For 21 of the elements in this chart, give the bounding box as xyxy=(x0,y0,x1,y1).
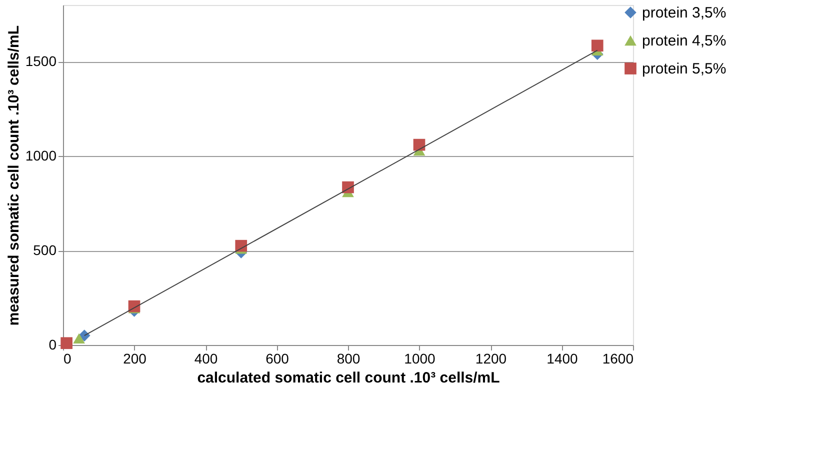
legend-label: protein 5,5% xyxy=(642,60,726,78)
point xyxy=(60,337,72,350)
legend-label: protein 3,5% xyxy=(642,4,726,22)
x-tick-label: 1600 xyxy=(602,350,634,366)
x-tick-label: 600 xyxy=(266,350,290,366)
x-tick-label: 400 xyxy=(194,350,218,366)
y-axis-title: measured somatic cell count .10³ cells/mL xyxy=(5,25,22,326)
point xyxy=(73,333,85,344)
x-tick-label: 1000 xyxy=(404,350,436,366)
x-tick-label: 0 xyxy=(64,350,72,366)
x-axis-title: calculated somatic cell count .10³ cells/mL xyxy=(197,370,500,386)
point xyxy=(591,40,604,52)
y-tick-label: 0 xyxy=(48,336,57,352)
y-tick-label: 1000 xyxy=(25,148,57,164)
x-tick-label: 800 xyxy=(336,350,360,366)
x-tick-label: 200 xyxy=(123,350,147,366)
y-tick-label: 500 xyxy=(33,242,57,258)
x-tick-label: 1200 xyxy=(475,350,507,366)
x-tick-label: 1400 xyxy=(546,350,578,366)
y-tick-label: 1500 xyxy=(25,53,57,70)
legend-label: protein 4,5% xyxy=(642,32,726,50)
